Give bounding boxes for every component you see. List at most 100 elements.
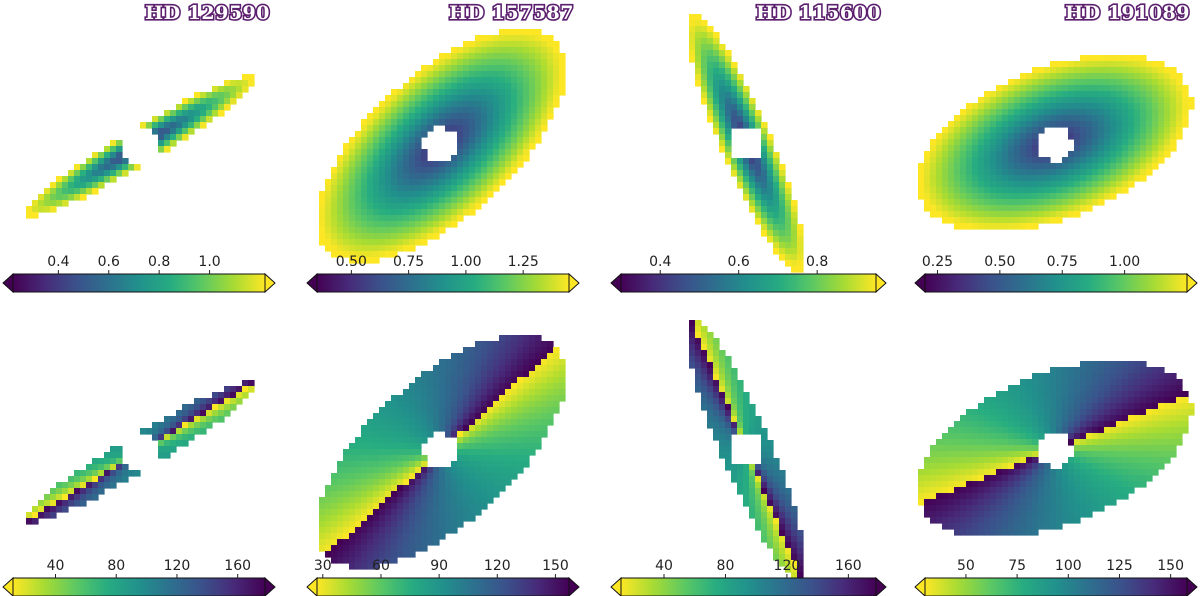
map-cell (942, 217, 949, 224)
map-cell (493, 143, 500, 150)
map-cell (493, 395, 500, 402)
map-cell (409, 191, 416, 198)
map-cell (978, 409, 985, 416)
map-cell (1134, 67, 1141, 74)
map-cell (960, 505, 967, 512)
map-cell (403, 167, 410, 174)
map-cell (1062, 397, 1069, 404)
map-cell (1182, 427, 1189, 434)
map-cell (469, 209, 476, 216)
map-cell (493, 53, 500, 60)
map-cell (978, 457, 985, 464)
map-cell (966, 499, 973, 506)
map-cell (1122, 91, 1129, 98)
map-cell (337, 185, 344, 192)
map-cell (695, 50, 702, 57)
map-cell (1008, 505, 1015, 512)
map-cell (1008, 133, 1015, 140)
map-cell (966, 211, 973, 218)
map-cell (1134, 157, 1141, 164)
map-cell (773, 188, 780, 195)
map-cell (553, 47, 560, 54)
map-cell (960, 475, 967, 482)
map-cell (1044, 523, 1051, 530)
map-cell (337, 461, 344, 468)
map-cell (74, 194, 81, 201)
map-cell (966, 529, 973, 536)
panel-title: HD 157587 (449, 2, 574, 24)
map-cell (1044, 193, 1051, 200)
map-cell (367, 539, 374, 546)
map-cell (1170, 91, 1177, 98)
map-cell (343, 245, 350, 252)
map-cell (1056, 79, 1063, 86)
map-cell (463, 209, 470, 216)
map-cell (421, 185, 428, 192)
map-cell (1158, 67, 1165, 74)
map-cell (1176, 85, 1183, 92)
map-cell (936, 133, 943, 140)
map-cell (505, 443, 512, 450)
map-cell (996, 487, 1003, 494)
map-cell (719, 398, 726, 405)
map-cell (984, 133, 991, 140)
map-cell (773, 470, 780, 477)
map-cell (373, 413, 380, 420)
map-cell (379, 485, 386, 492)
map-cell (517, 149, 524, 156)
map-cell (719, 362, 726, 369)
map-cell (547, 59, 554, 66)
map-cell (481, 371, 488, 378)
map-cell (972, 439, 979, 446)
map-cell (1104, 109, 1111, 116)
map-cell (505, 65, 512, 72)
map-cell (236, 386, 243, 393)
map-cell (1164, 421, 1171, 428)
map-cell (481, 179, 488, 186)
map-cell (385, 545, 392, 552)
map-cell (361, 473, 368, 480)
map-cell (1134, 79, 1141, 86)
map-cell (1128, 139, 1135, 146)
map-cell (469, 173, 476, 180)
map-cell (451, 497, 458, 504)
map-cell (1104, 463, 1111, 470)
map-cell (421, 83, 428, 90)
map-cell (1146, 409, 1153, 416)
map-cell (1068, 373, 1075, 380)
map-cell (1008, 385, 1015, 392)
map-cell (990, 181, 997, 188)
map-cell (1086, 379, 1093, 386)
map-cell (170, 134, 177, 141)
map-cell (349, 515, 356, 522)
map-cell (391, 125, 398, 132)
map-cell (481, 149, 488, 156)
map-cell (930, 151, 937, 158)
map-cell (403, 455, 410, 462)
map-cell (1182, 115, 1189, 122)
map-cell (50, 506, 57, 513)
map-cell (1134, 361, 1141, 368)
map-cell (1092, 67, 1099, 74)
map-cell (1062, 391, 1069, 398)
map-cell (451, 473, 458, 480)
map-cell (511, 161, 518, 168)
map-cell (948, 211, 955, 218)
map-cell (403, 227, 410, 234)
map-cell (457, 449, 464, 456)
map-cell (475, 95, 482, 102)
map-cell (355, 203, 362, 210)
map-cell (936, 145, 943, 152)
map-cell (1038, 517, 1045, 524)
map-cell (391, 401, 398, 408)
map-cell (1140, 157, 1147, 164)
map-cell (1110, 385, 1117, 392)
map-cell (936, 205, 943, 212)
map-cell (1098, 157, 1105, 164)
map-cell (32, 512, 39, 519)
map-cell (541, 71, 548, 78)
map-cell (791, 248, 798, 255)
map-cell (397, 101, 404, 108)
map-cell (463, 71, 470, 78)
map-cell (451, 197, 458, 204)
